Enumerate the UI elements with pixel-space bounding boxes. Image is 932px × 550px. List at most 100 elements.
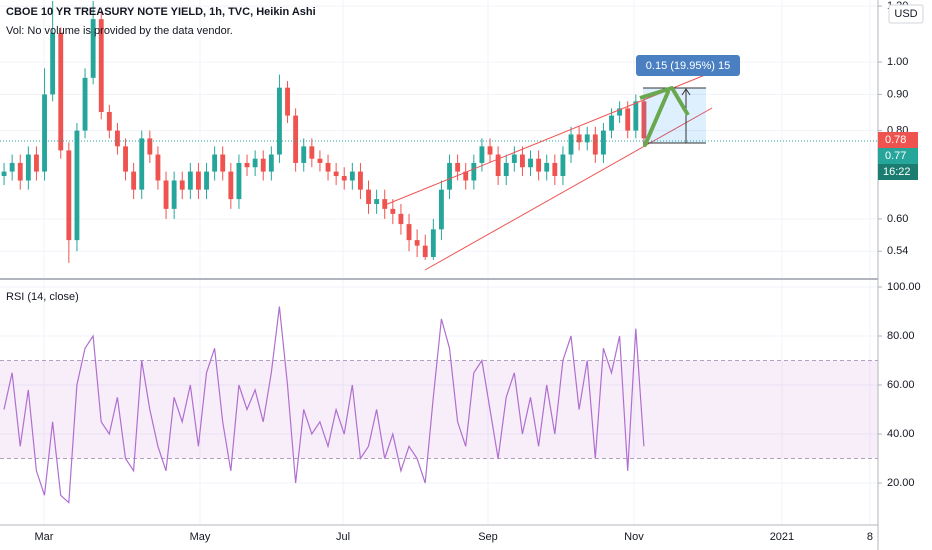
candle-body bbox=[123, 146, 128, 172]
candle-body bbox=[220, 154, 226, 172]
measure-label-box bbox=[636, 55, 740, 76]
x-tick-label: May bbox=[190, 531, 211, 543]
candle-body bbox=[106, 111, 112, 131]
candle-body bbox=[228, 171, 234, 200]
candle-body bbox=[171, 180, 177, 209]
candle-body bbox=[147, 138, 153, 155]
candle-body bbox=[196, 171, 201, 190]
x-tick-label: Nov bbox=[624, 531, 644, 543]
x-tick-label: Sep bbox=[478, 531, 498, 543]
candle-body bbox=[447, 162, 452, 190]
candle-body bbox=[544, 162, 550, 172]
x-tick-label: Jul bbox=[336, 531, 350, 543]
candle-body bbox=[90, 19, 96, 78]
y-tick-label: 0.90 bbox=[887, 88, 908, 100]
candle-body bbox=[34, 154, 39, 172]
candle-body bbox=[366, 189, 371, 204]
price-badge bbox=[878, 164, 918, 180]
marks bbox=[1, 1, 647, 504]
y-tick-label: 0.60 bbox=[887, 213, 908, 225]
candle-body bbox=[333, 171, 339, 177]
candle-body bbox=[374, 199, 380, 204]
candle-body bbox=[74, 130, 80, 241]
y-tick-label: 1.00 bbox=[887, 56, 908, 68]
y-tick-label: 100.00 bbox=[887, 281, 921, 293]
chart-subtitle: Vol: No volume is provided by the data v… bbox=[6, 25, 233, 37]
candle-body bbox=[285, 87, 290, 116]
candle-body bbox=[503, 162, 509, 177]
measure-box bbox=[643, 88, 706, 143]
candle-body bbox=[236, 162, 242, 200]
candle-body bbox=[592, 134, 598, 155]
candle-body bbox=[398, 213, 404, 225]
candle-body bbox=[463, 171, 469, 181]
measure-label: 0.15 (19.95%) 15 bbox=[646, 60, 730, 72]
rsi-line bbox=[3, 306, 645, 504]
measure-arrowhead bbox=[681, 88, 691, 96]
price-badge bbox=[878, 148, 918, 164]
candle-body bbox=[260, 158, 266, 172]
candle-body bbox=[50, 32, 56, 95]
candle-body bbox=[317, 158, 323, 163]
candle-body bbox=[179, 180, 185, 190]
candle-body bbox=[576, 134, 582, 143]
candle-body bbox=[349, 171, 355, 181]
candle-body bbox=[495, 154, 501, 177]
chart-title: CBOE 10 YR TREASURY NOTE YIELD, 1h, TVC,… bbox=[6, 6, 316, 18]
candle-body bbox=[406, 224, 412, 241]
candle-body bbox=[422, 245, 428, 258]
candle-body bbox=[600, 130, 606, 155]
candle-body bbox=[479, 146, 485, 163]
candle-body bbox=[536, 158, 542, 172]
candle-body bbox=[487, 146, 493, 155]
candle-body bbox=[341, 176, 347, 181]
candle-body bbox=[115, 130, 120, 147]
rsi-band bbox=[0, 360, 878, 459]
candle-body bbox=[98, 19, 104, 112]
candle-body bbox=[204, 171, 209, 190]
candle-body bbox=[641, 101, 647, 139]
candle-body bbox=[625, 108, 631, 131]
candle-body bbox=[519, 154, 525, 168]
rsi-title: RSI (14, close) bbox=[6, 291, 79, 303]
candle-body bbox=[163, 180, 169, 209]
y-tick-label: 60.00 bbox=[887, 379, 915, 391]
candle-body bbox=[9, 162, 15, 172]
candle-body bbox=[66, 150, 72, 241]
candle-body bbox=[25, 154, 31, 181]
candle-body bbox=[358, 171, 363, 190]
channel-upper bbox=[384, 74, 706, 206]
candle-body bbox=[568, 134, 574, 155]
candle-body bbox=[633, 101, 639, 131]
candle-body bbox=[42, 94, 47, 172]
grid bbox=[0, 0, 878, 525]
projection-arrow bbox=[643, 90, 670, 147]
candle-body bbox=[617, 108, 623, 116]
x-tick-label: 8 bbox=[867, 531, 873, 543]
candle-body bbox=[293, 115, 299, 163]
candle-body bbox=[528, 158, 533, 168]
candle-body bbox=[439, 189, 444, 230]
candle-body bbox=[414, 240, 420, 246]
candle-body bbox=[244, 162, 250, 168]
candle-body bbox=[131, 171, 137, 190]
candle-body bbox=[382, 199, 388, 209]
x-tick-label: Mar bbox=[35, 531, 54, 543]
candle-body bbox=[139, 138, 145, 190]
candle-body bbox=[511, 154, 517, 163]
candle-body bbox=[58, 32, 64, 151]
candle-body bbox=[17, 162, 23, 181]
candle-body bbox=[455, 162, 461, 172]
candle-body bbox=[609, 115, 614, 131]
price-badge-text: 0.77 bbox=[885, 150, 906, 162]
candle-body bbox=[325, 162, 331, 172]
y-tick-label: 0.54 bbox=[887, 245, 908, 257]
candle-body bbox=[1, 171, 7, 177]
channel-lower bbox=[424, 107, 713, 271]
candle-body bbox=[187, 171, 193, 190]
candle-body bbox=[471, 162, 477, 181]
candle-body bbox=[560, 154, 566, 177]
candle-body bbox=[212, 154, 218, 172]
